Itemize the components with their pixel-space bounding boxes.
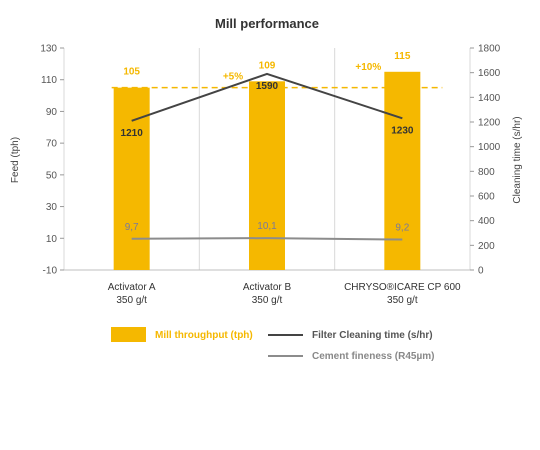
bar-mill-throughput <box>113 87 150 271</box>
fineness-label: 9,2 <box>395 223 409 234</box>
bar-value-label: 115 <box>394 51 411 62</box>
x-category-sublabel: 350 g/t <box>387 295 418 306</box>
y-right-tick-label: 800 <box>478 167 495 178</box>
y-axis-right-label: Cleaning time (s/hr) <box>512 116 523 203</box>
bar-change-label: +10% <box>355 62 381 73</box>
y-right-tick-label: 1000 <box>478 142 501 153</box>
data-labels: 105 109 +5% 115 +10% 1210 1590 1230 9,7 10,1 9,2 <box>121 51 414 234</box>
legend-label-bar: Mill throughput (tph) <box>155 330 253 341</box>
fineness-label: 9,7 <box>125 222 139 233</box>
bar-value-label: 105 <box>123 67 140 78</box>
bar-mill-throughput <box>384 71 421 271</box>
bar-change-label: +5% <box>223 71 243 82</box>
bar-mill-throughput <box>249 81 285 270</box>
x-categories: Activator A 350 g/t Activator B 350 g/t CHRY… <box>108 282 461 306</box>
x-category-sublabel: 350 g/t <box>116 295 147 306</box>
y-left-tick-label: 110 <box>41 75 57 86</box>
legend-swatch-bar <box>111 327 146 342</box>
bar-value-label: 109 <box>259 60 276 71</box>
y-left-tick-label: 10 <box>46 234 58 245</box>
y-right-tick-label: 1200 <box>478 118 501 129</box>
y-right-tick-label: 1800 <box>478 44 501 55</box>
cleaning-time-label: 1210 <box>121 128 144 139</box>
cleaning-time-label: 1230 <box>391 125 414 136</box>
y-right-tick-label: 200 <box>478 241 495 252</box>
y-left-tick-label: 50 <box>46 170 58 181</box>
y-left-tick-label: 90 <box>46 107 58 118</box>
lines <box>131 72 403 241</box>
y-right-tick-label: 600 <box>478 192 495 203</box>
left-axis: -10 10 30 50 70 90 110 130 <box>40 44 64 277</box>
line-cement-fineness <box>131 237 403 241</box>
y-right-tick-label: 400 <box>478 216 495 227</box>
y-right-tick-label: 1600 <box>478 68 501 79</box>
chart-title: Mill performance <box>215 16 319 31</box>
legend-label-fineness: Cement fineness (R45µm) <box>312 351 434 362</box>
legend-label-cleaning: Filter Cleaning time (s/hr) <box>312 330 433 341</box>
y-left-tick-label: -10 <box>43 266 58 277</box>
y-left-tick-label: 70 <box>46 139 58 150</box>
cleaning-time-label: 1590 <box>256 81 279 92</box>
bars <box>113 71 421 271</box>
x-category-sublabel: 350 g/t <box>252 295 283 306</box>
y-right-tick-label: 0 <box>478 266 484 277</box>
line-filter-cleaning-time <box>131 72 403 122</box>
x-category-label: CHRYSO®ICARE CP 600 <box>344 282 461 293</box>
right-axis: 0 200 400 600 800 1000 1200 1400 1600 1800 <box>470 44 501 277</box>
y-right-tick-label: 1400 <box>478 93 501 104</box>
y-axis-left-label: Feed (tph) <box>10 137 21 183</box>
y-left-tick-label: 30 <box>46 202 58 213</box>
x-category-label: Activator A <box>108 282 156 293</box>
fineness-label: 10,1 <box>257 221 277 232</box>
legend: Mill throughput (tph) Filter Cleaning tim… <box>111 327 434 362</box>
y-left-tick-label: 130 <box>40 44 57 55</box>
x-category-label: Activator B <box>243 282 292 293</box>
